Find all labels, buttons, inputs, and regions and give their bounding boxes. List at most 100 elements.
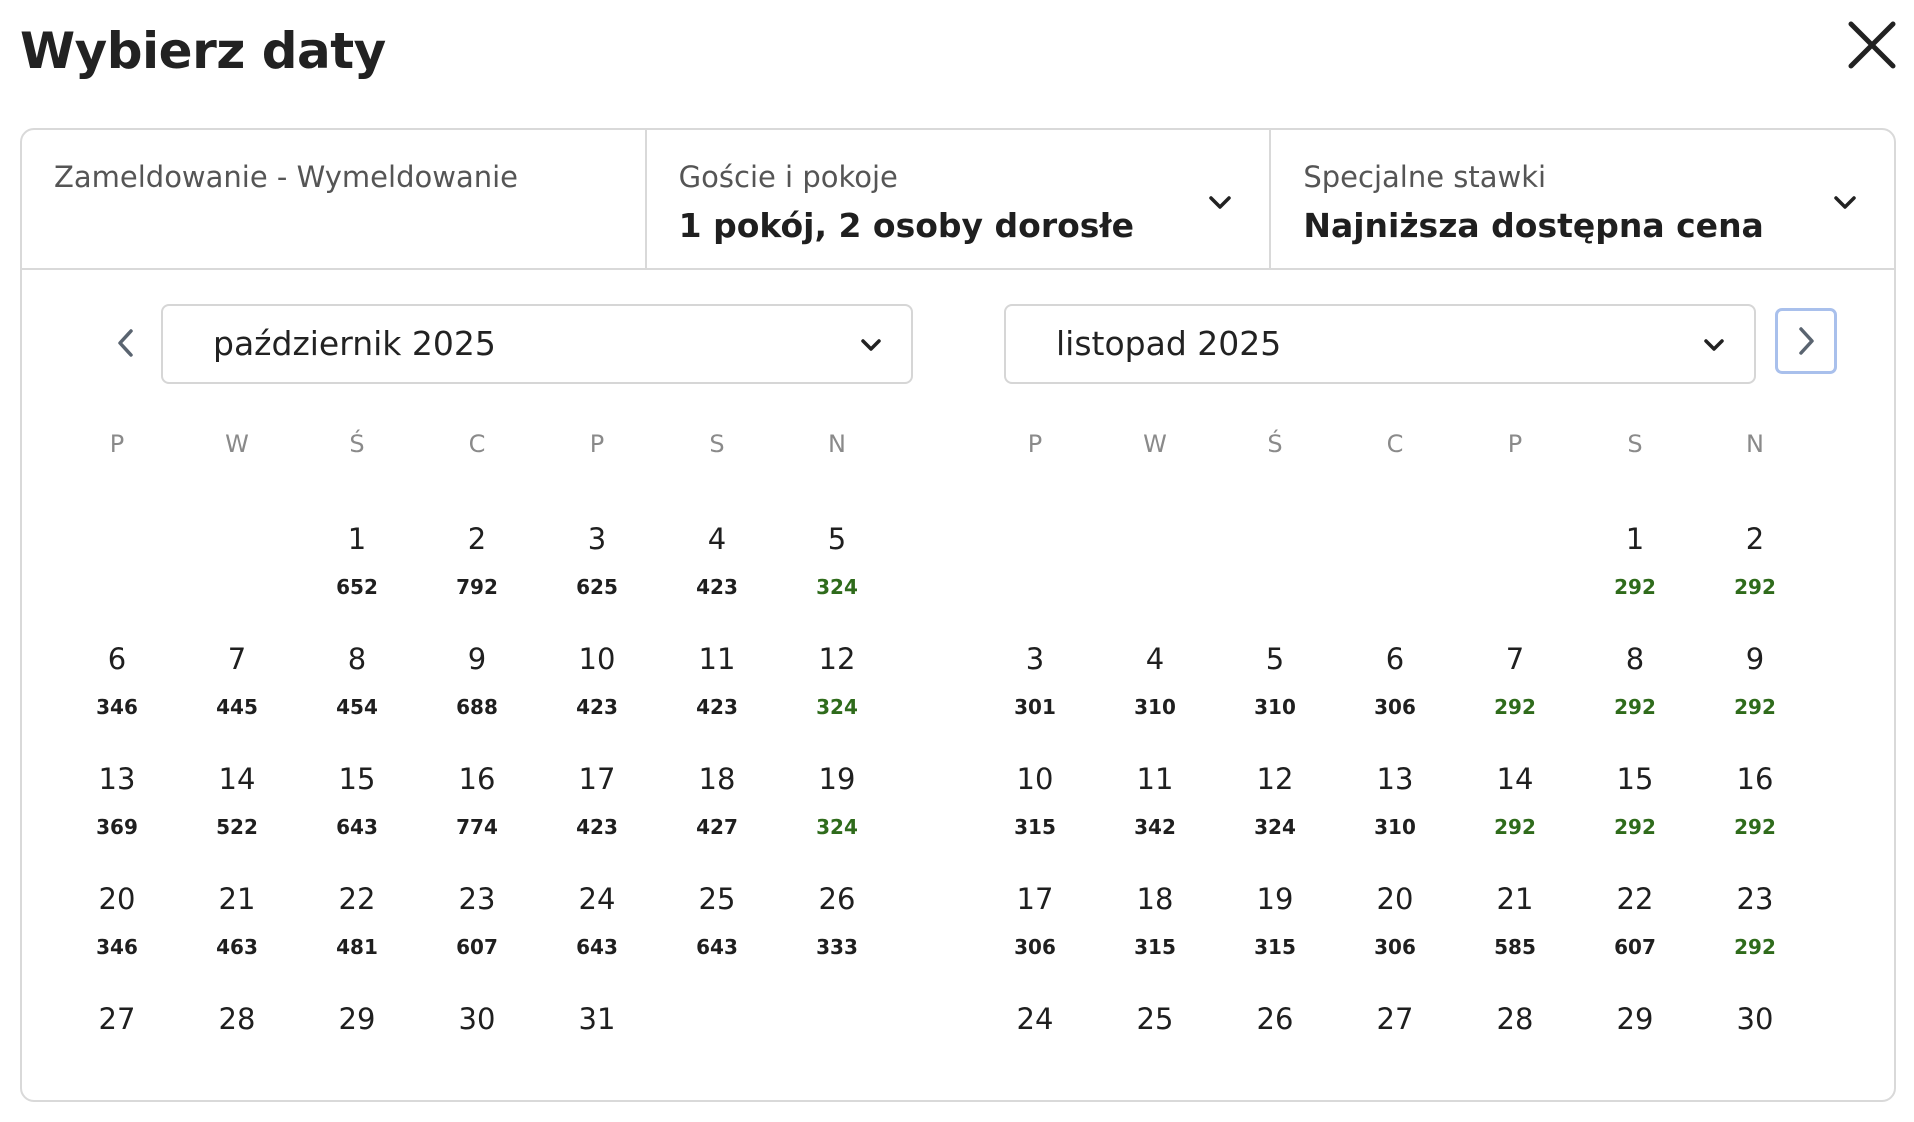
day-cell[interactable]: 19 324 — [777, 755, 897, 865]
day-cell[interactable]: 8 454 — [297, 635, 417, 745]
day-cell[interactable]: 22 607 — [1575, 875, 1695, 985]
day-price: 310 — [1374, 815, 1416, 839]
day-cell[interactable]: 5 324 — [777, 515, 897, 625]
day-price: 652 — [336, 575, 378, 599]
day-cell[interactable]: 15 643 — [297, 755, 417, 865]
day-number: 16 — [458, 762, 496, 796]
weekday-header: N — [828, 430, 846, 458]
guests-rooms-field[interactable]: Goście i pokoje 1 pokój, 2 osoby dorosłe — [647, 130, 1272, 268]
day-cell[interactable]: 21 463 — [177, 875, 297, 985]
dates-field[interactable]: Zameldowanie - Wymeldowanie — [22, 130, 647, 268]
day-number: 10 — [578, 642, 616, 676]
day-cell[interactable]: 3 625 — [537, 515, 657, 625]
day-cell[interactable]: 6 306 — [1335, 635, 1455, 745]
day-cell[interactable]: 24 — [975, 995, 1095, 1100]
day-number: 14 — [1496, 762, 1534, 796]
day-price: 423 — [696, 695, 738, 719]
day-cell[interactable]: 10 315 — [975, 755, 1095, 865]
day-cell[interactable]: 20 306 — [1335, 875, 1455, 985]
day-cell[interactable]: 15 292 — [1575, 755, 1695, 865]
day-cell[interactable]: 30 — [417, 995, 537, 1100]
month-select-november[interactable]: listopad 2025 — [1004, 304, 1756, 384]
day-cell[interactable]: 7 445 — [177, 635, 297, 745]
day-cell[interactable]: 4 310 — [1095, 635, 1215, 745]
day-cell[interactable]: 22 481 — [297, 875, 417, 985]
day-cell[interactable]: 21 585 — [1455, 875, 1575, 985]
day-cell[interactable]: 11 423 — [657, 635, 777, 745]
day-cell[interactable]: 19 315 — [1215, 875, 1335, 985]
guests-rooms-value: 1 pokój, 2 osoby dorosłe — [678, 206, 1135, 245]
day-number: 25 — [698, 882, 736, 916]
day-cell[interactable]: 20 346 — [57, 875, 177, 985]
day-cell[interactable]: 26 — [1215, 995, 1335, 1100]
day-number: 31 — [578, 1002, 616, 1036]
day-price: 315 — [1014, 815, 1056, 839]
day-cell[interactable]: 9 688 — [417, 635, 537, 745]
weekday-header: W — [1143, 430, 1167, 458]
special-rates-field[interactable]: Specjalne stawki Najniższa dostępna cena — [1271, 130, 1894, 268]
day-cell[interactable]: 1 652 — [297, 515, 417, 625]
day-cell[interactable]: 28 — [1455, 995, 1575, 1100]
day-number: 23 — [1736, 882, 1774, 916]
day-cell[interactable]: 14 522 — [177, 755, 297, 865]
day-number: 11 — [698, 642, 736, 676]
day-price: 369 — [96, 815, 138, 839]
day-cell[interactable]: 12 324 — [777, 635, 897, 745]
day-cell[interactable]: 17 306 — [975, 875, 1095, 985]
day-number: 14 — [218, 762, 256, 796]
day-cell[interactable]: 14 292 — [1455, 755, 1575, 865]
weekday-header: S — [1627, 430, 1643, 458]
day-cell[interactable]: 18 427 — [657, 755, 777, 865]
day-cell[interactable]: 5 310 — [1215, 635, 1335, 745]
day-price: 346 — [96, 695, 138, 719]
day-cell[interactable]: 17 423 — [537, 755, 657, 865]
day-cell[interactable]: 26 333 — [777, 875, 897, 985]
close-button[interactable] — [1845, 18, 1899, 72]
special-rates-value: Najniższa dostępna cena — [1303, 206, 1764, 245]
day-cell[interactable]: 6 346 — [57, 635, 177, 745]
day-number: 26 — [1256, 1002, 1294, 1036]
day-number: 7 — [227, 642, 247, 676]
day-price: 346 — [96, 935, 138, 959]
day-cell[interactable]: 27 — [57, 995, 177, 1100]
day-cell[interactable]: 27 — [1335, 995, 1455, 1100]
month-select-october[interactable]: październik 2025 — [161, 304, 913, 384]
day-cell[interactable]: 31 — [537, 995, 657, 1100]
day-cell[interactable]: 23 292 — [1695, 875, 1815, 985]
day-cell[interactable]: 25 643 — [657, 875, 777, 985]
day-cell[interactable]: 2 792 — [417, 515, 537, 625]
day-cell[interactable]: 3 301 — [975, 635, 1095, 745]
day-cell[interactable]: 29 — [297, 995, 417, 1100]
day-cell[interactable]: 28 — [177, 995, 297, 1100]
day-price: 454 — [336, 695, 378, 719]
day-cell[interactable]: 8 292 — [1575, 635, 1695, 745]
day-cell[interactable]: 30 — [1695, 995, 1815, 1100]
page-title: Wybierz daty — [20, 22, 386, 80]
day-cell[interactable]: 16 292 — [1695, 755, 1815, 865]
day-cell[interactable]: 16 774 — [417, 755, 537, 865]
day-cell[interactable]: 29 — [1575, 995, 1695, 1100]
day-cell[interactable]: 12 324 — [1215, 755, 1335, 865]
day-cell[interactable]: 11 342 — [1095, 755, 1215, 865]
day-cell[interactable]: 13 310 — [1335, 755, 1455, 865]
day-cell[interactable]: 13 369 — [57, 755, 177, 865]
day-cell[interactable]: 25 — [1095, 995, 1215, 1100]
day-cell[interactable]: 18 315 — [1095, 875, 1215, 985]
day-cell[interactable]: 1 292 — [1575, 515, 1695, 625]
day-cell[interactable]: 9 292 — [1695, 635, 1815, 745]
day-cell[interactable]: 4 423 — [657, 515, 777, 625]
weekday-header: W — [225, 430, 249, 458]
day-cell[interactable]: 10 423 — [537, 635, 657, 745]
day-cell[interactable]: 23 607 — [417, 875, 537, 985]
previous-month-button[interactable] — [98, 315, 154, 371]
search-fields: Zameldowanie - Wymeldowanie Goście i pok… — [22, 130, 1894, 270]
day-cell[interactable]: 7 292 — [1455, 635, 1575, 745]
next-month-button[interactable] — [1775, 308, 1837, 374]
dates-field-label: Zameldowanie - Wymeldowanie — [54, 160, 518, 194]
day-number: 29 — [338, 1002, 376, 1036]
day-price: 315 — [1134, 935, 1176, 959]
month-select-label: październik 2025 — [213, 324, 496, 363]
day-cell[interactable]: 2 292 — [1695, 515, 1815, 625]
day-number: 9 — [467, 642, 487, 676]
day-cell[interactable]: 24 643 — [537, 875, 657, 985]
